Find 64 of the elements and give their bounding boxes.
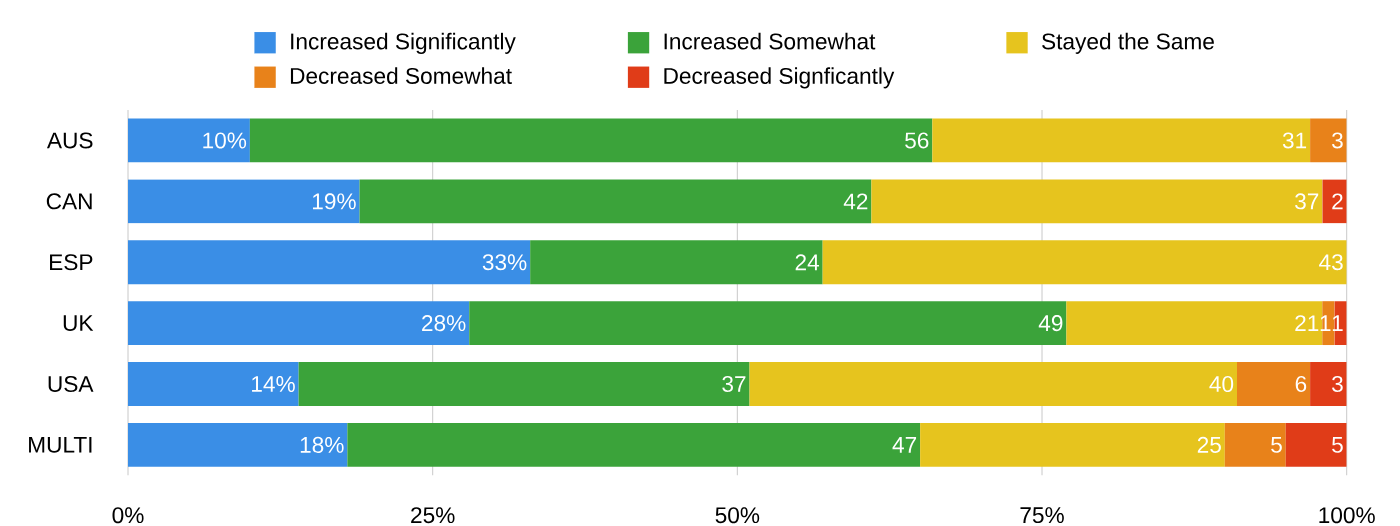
bar	[822, 240, 1347, 285]
bar	[920, 422, 1225, 467]
legend-label: Stayed the Same	[1042, 32, 1214, 54]
data-label: 3	[1331, 132, 1343, 149]
data-label: 33%	[482, 254, 527, 271]
y-tick-label: ESP	[50, 254, 93, 271]
data-label: 14%	[252, 376, 295, 392]
bar	[347, 422, 921, 467]
data-label: 28%	[422, 315, 466, 332]
x-tick-label: 25%	[411, 507, 455, 524]
data-label: 10%	[203, 132, 247, 149]
data-label: 37	[1295, 193, 1319, 210]
legend-label: Decreased Somewhat	[290, 67, 512, 84]
data-label: 1	[1320, 315, 1331, 331]
bar	[128, 179, 360, 224]
bar	[1236, 362, 1311, 406]
bar	[1310, 118, 1347, 163]
bar	[469, 301, 1067, 346]
bar	[359, 179, 872, 224]
data-label: 40	[1209, 375, 1234, 393]
data-label: 43	[1319, 254, 1343, 271]
y-tick-label: AUS	[46, 132, 93, 149]
bar	[932, 118, 1311, 163]
legend-label: Increased Significantly	[291, 32, 516, 54]
data-label: 49	[1038, 315, 1063, 332]
data-label: 56	[905, 132, 929, 149]
data-label: 21	[1295, 315, 1319, 332]
bar	[128, 118, 250, 163]
data-label: 24	[795, 254, 820, 271]
bar	[128, 301, 470, 346]
x-tick-label: 75%	[1020, 507, 1064, 524]
data-label: 19%	[312, 193, 356, 210]
data-label: 1	[1332, 315, 1343, 331]
data-label: 37	[722, 375, 746, 393]
bar	[128, 422, 348, 467]
data-label: 6	[1295, 375, 1307, 393]
bar	[298, 362, 750, 406]
y-tick-label: MULTI	[29, 436, 92, 453]
y-tick-label: USA	[48, 375, 94, 393]
data-label: 25	[1197, 436, 1221, 453]
x-tick-label: 0%	[112, 507, 144, 524]
bar	[1310, 362, 1347, 406]
y-tick-label: UK	[63, 315, 94, 332]
data-label: 18%	[300, 436, 344, 453]
bar	[871, 179, 1323, 224]
bar	[749, 362, 1237, 406]
bar	[249, 118, 933, 163]
data-label: 42	[843, 193, 868, 210]
data-label: 5	[1271, 436, 1282, 453]
legend-label: Increased Somewhat	[664, 32, 876, 50]
x-tick-label: 50%	[715, 507, 760, 524]
legend-label: Decreased Signficantly	[664, 67, 895, 89]
data-label: 47	[892, 437, 917, 453]
bar	[1224, 422, 1286, 467]
x-tick-label: 100%	[1319, 507, 1375, 524]
bar	[530, 240, 823, 285]
y-tick-label: CAN	[46, 193, 92, 210]
data-label: 2	[1332, 193, 1343, 210]
data-label: 3	[1331, 375, 1343, 393]
data-label: 31	[1282, 132, 1307, 149]
data-label: 5	[1332, 436, 1343, 453]
bar	[1285, 422, 1347, 467]
bar	[128, 362, 299, 406]
bar	[128, 240, 531, 285]
